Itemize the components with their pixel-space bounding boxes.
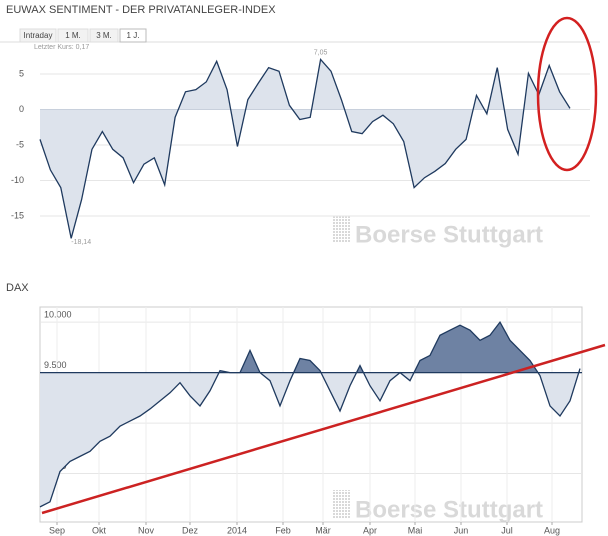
x-tick-label: 2014 [227,525,247,535]
tab-box[interactable] [89,28,119,43]
x-tick-label: Sep [49,525,65,535]
charts: -15-10-505-18,147,058.5009.0009.50010.00… [11,49,590,535]
tab-box[interactable] [119,28,147,43]
x-tick-label: Feb [275,525,291,535]
chart-title: DAX [6,282,29,294]
tab[interactable]: 1 M. [65,31,81,40]
tab-bar: Intraday 1 M. 3 M. 1 J. [19,28,147,43]
tab-box[interactable] [57,28,89,43]
x-tick-label: Dez [182,525,199,535]
watermark-logo [333,215,351,243]
x-tick-label: Apr [363,525,377,535]
chart-title: EUWAX SENTIMENT - DER PRIVATANLEGER-INDE… [6,4,276,16]
y-tick-label: 9.500 [44,360,67,370]
line [39,58,571,239]
y-tick-label: -10 [11,175,24,185]
x-tick-label: Mär [315,525,331,535]
tab[interactable]: 3 M. [96,31,112,40]
tab[interactable]: Intraday [24,31,53,40]
y-tick-label: 5 [19,68,24,78]
area-above [40,322,580,373]
value-label: 7,05 [314,49,328,56]
last-price: Letzter Kurs: 0,17 [34,44,89,51]
y-tick-label: 10.000 [44,310,72,320]
highlight-ellipse [536,16,598,172]
y-tick-label: -5 [16,139,24,149]
y-tick-label: 0 [19,104,24,114]
tab-box[interactable] [19,28,57,43]
area-below [40,109,524,239]
watermark: Boerse Stuttgart [355,496,543,523]
value-label: -18,14 [71,239,91,246]
x-tick-label: Nov [138,525,155,535]
x-tick-label: Jul [501,525,513,535]
x-tick-label: Mai [408,525,423,535]
trend-line [41,343,606,515]
watermark: Boerse Stuttgart [355,221,543,248]
x-tick-label: Okt [92,525,107,535]
tab[interactable]: 1 J. [127,31,140,40]
x-tick-label: Aug [544,525,560,535]
x-tick-label: Jun [454,525,469,535]
line [39,320,581,508]
area-below [40,372,579,507]
y-tick-label: -15 [11,210,24,220]
watermark-logo [333,490,351,518]
